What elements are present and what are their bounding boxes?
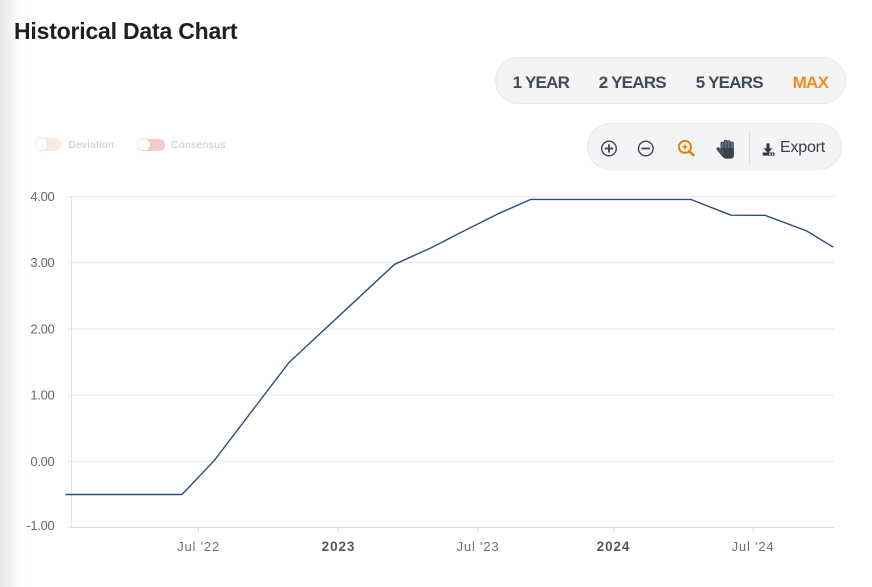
svg-text:2023: 2023	[322, 539, 356, 554]
svg-text:Jul '24: Jul '24	[732, 539, 775, 554]
svg-text:Jul '22: Jul '22	[177, 539, 220, 554]
svg-text:0.00: 0.00	[30, 454, 54, 469]
svg-text:2024: 2024	[597, 539, 631, 554]
svg-text:Jul '23: Jul '23	[457, 539, 500, 554]
svg-text:-1.00: -1.00	[26, 518, 54, 533]
svg-text:1.00: 1.00	[30, 388, 54, 403]
svg-text:2.00: 2.00	[30, 321, 54, 336]
svg-text:3.00: 3.00	[30, 255, 54, 270]
svg-text:4.00: 4.00	[30, 189, 54, 204]
